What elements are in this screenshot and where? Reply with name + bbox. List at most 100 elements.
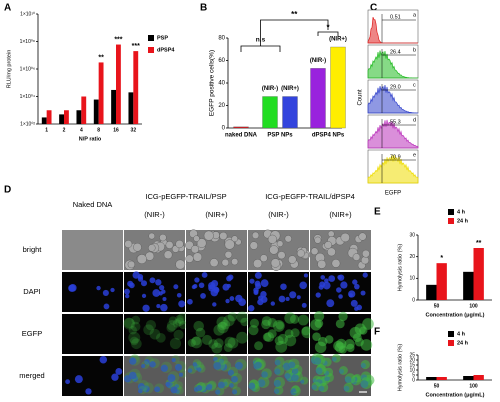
panel-letter: d xyxy=(413,117,416,123)
nucleus xyxy=(356,304,363,311)
egfp-signal xyxy=(175,317,185,327)
bar xyxy=(111,89,116,124)
nucleus xyxy=(229,383,234,388)
egfp-signal xyxy=(218,321,227,331)
cell xyxy=(270,258,281,268)
egfp-signal xyxy=(227,312,238,322)
legend-label: 4 h xyxy=(457,331,466,337)
nucleus xyxy=(159,285,165,291)
nucleus xyxy=(348,293,353,298)
bar xyxy=(330,46,346,129)
y-tick-label: 1×10⁰² xyxy=(20,121,35,127)
cell xyxy=(231,235,238,243)
nucleus xyxy=(248,382,256,390)
cell xyxy=(148,232,156,240)
significance: ** xyxy=(291,10,298,19)
cell xyxy=(362,249,370,258)
nucleus xyxy=(149,277,156,284)
x-tick-label: 16 xyxy=(113,127,119,133)
cell xyxy=(133,242,142,252)
egfp-signal xyxy=(202,334,213,346)
nucleus xyxy=(291,388,296,393)
x-tick-label: 4 xyxy=(80,127,83,133)
panel-letter: a xyxy=(413,12,417,18)
nucleus xyxy=(260,279,269,288)
nucleus xyxy=(291,373,299,382)
egfp-signal xyxy=(137,380,149,391)
egfp-signal xyxy=(334,342,346,353)
egfp-signal xyxy=(175,360,187,372)
egfp-signal xyxy=(170,383,182,395)
cell xyxy=(192,252,203,262)
column-header: ICG-pEGFP-TRAIL/PSP xyxy=(145,192,226,201)
significance: ** xyxy=(476,240,482,247)
bar xyxy=(81,96,87,124)
cell xyxy=(224,250,233,259)
y-tick-label: 1×10⁰⁴ xyxy=(20,94,35,100)
gate-value: 29.0 xyxy=(390,84,401,90)
egfp-signal xyxy=(290,328,300,338)
egfp-signal xyxy=(344,373,356,384)
egfp-signal xyxy=(129,354,141,366)
nucleus xyxy=(137,383,145,390)
egfp-signal xyxy=(291,364,303,376)
egfp-signal xyxy=(227,366,239,377)
y-axis-title: Hymolysis ratio (%) xyxy=(397,244,403,292)
nucleus xyxy=(255,283,262,290)
cell xyxy=(148,244,156,252)
nucleus xyxy=(274,388,280,394)
egfp-signal xyxy=(160,361,172,373)
bar xyxy=(282,96,298,129)
micrograph-tile xyxy=(62,314,123,354)
cell xyxy=(253,259,263,269)
egfp-signal xyxy=(174,381,183,390)
significance-bracket xyxy=(317,31,339,36)
y-tick-label: 15 xyxy=(409,362,415,368)
nucleus xyxy=(206,384,213,391)
x-axis-title: Concentration (μg/mL) xyxy=(426,392,485,398)
nucleus xyxy=(140,280,148,287)
micrograph-tile xyxy=(124,314,185,354)
cell xyxy=(276,240,284,247)
nucleus xyxy=(213,356,218,362)
row-label: bright xyxy=(23,245,43,254)
egfp-signal xyxy=(155,332,166,343)
y-tick-label: 20 xyxy=(409,254,415,260)
cell xyxy=(196,238,207,248)
x-tick-label: dPSP4 NPs xyxy=(312,133,345,139)
cell xyxy=(317,259,327,269)
nucleus xyxy=(324,278,329,283)
y-tick-label: 30 xyxy=(409,232,415,238)
bar xyxy=(59,114,64,124)
egfp-signal xyxy=(187,365,197,374)
cell xyxy=(163,250,173,260)
egfp-signal xyxy=(154,383,165,394)
nucleus xyxy=(152,289,161,297)
egfp-signal xyxy=(217,321,229,334)
nucleus xyxy=(232,389,238,395)
bar xyxy=(262,96,278,129)
nucleus xyxy=(326,299,335,308)
egfp-signal xyxy=(236,331,249,344)
egfp-signal xyxy=(277,333,288,345)
egfp-signal xyxy=(193,320,204,332)
egfp-signal xyxy=(143,324,154,336)
nucleus xyxy=(299,281,307,290)
egfp-signal xyxy=(360,377,373,389)
nucleus xyxy=(213,361,222,370)
x-tick-label: 100 xyxy=(469,383,478,389)
panel-label: D xyxy=(4,185,11,196)
bar xyxy=(436,263,447,300)
panel-label: E xyxy=(374,207,381,218)
y-tick-label: 0 xyxy=(412,297,415,303)
bar-label: (NIR+) xyxy=(281,86,299,92)
cell xyxy=(175,239,184,249)
gate-value: 55.3 xyxy=(390,119,401,125)
bar xyxy=(436,377,447,380)
cell xyxy=(358,232,367,241)
nucleus xyxy=(201,272,208,278)
egfp-signal xyxy=(218,355,228,365)
egfp-signal xyxy=(206,381,217,392)
y-tick-label: 1×10¹⁰ xyxy=(20,11,35,17)
panel-letter: c xyxy=(413,82,416,88)
